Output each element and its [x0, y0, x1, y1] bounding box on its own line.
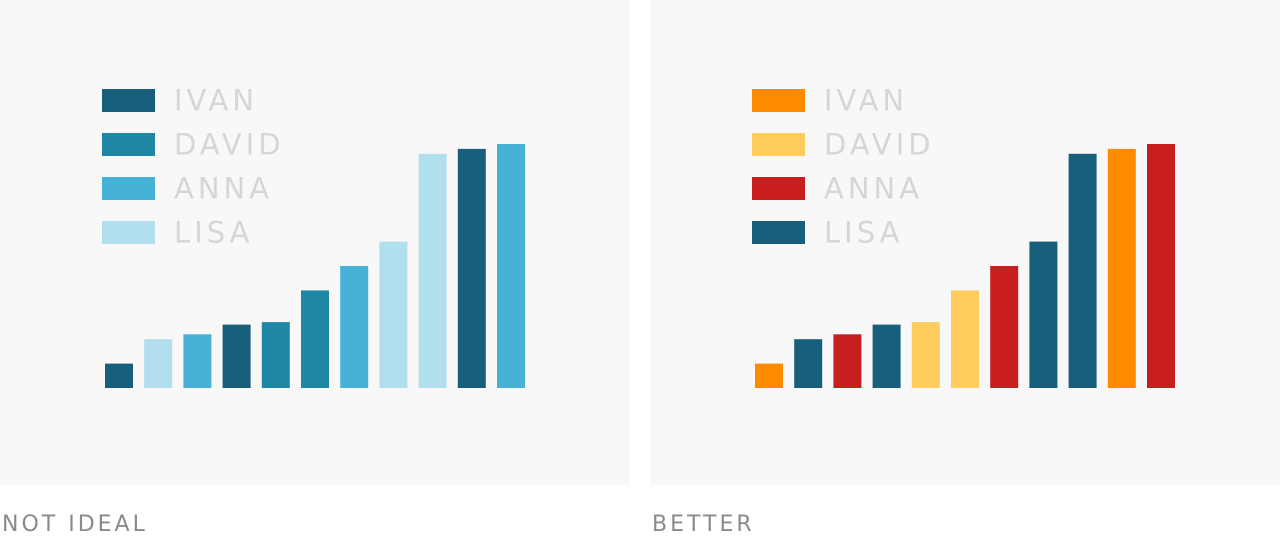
better-legend-label-david: DAVID — [824, 128, 935, 162]
not-ideal-bar-11 — [497, 144, 525, 388]
better-bar-6 — [951, 290, 979, 388]
caption-better: BETTER — [652, 512, 755, 537]
better-legend-swatch-lisa — [752, 221, 805, 244]
better-bar-3 — [833, 334, 862, 388]
not-ideal-legend-swatch-ivan — [102, 89, 155, 112]
better-legend-swatch-david — [752, 133, 805, 156]
not-ideal-legend-swatch-lisa — [102, 221, 155, 244]
better-legend-label-ivan: IVAN — [824, 84, 908, 118]
not-ideal-legend-label-anna: ANNA — [174, 172, 273, 206]
better-bar-5 — [911, 322, 940, 388]
not-ideal-bar-6 — [301, 290, 329, 388]
chart-svg-not-ideal: IVAN DAVID ANNA LISA — [102, 84, 525, 388]
not-ideal-bar-1 — [105, 363, 133, 388]
chart-panel-not-ideal: IVAN DAVID ANNA LISA — [0, 0, 630, 485]
not-ideal-bar-9 — [418, 153, 447, 388]
better-bar-11 — [1147, 144, 1175, 388]
better-bar-1 — [755, 363, 783, 388]
better-legend-label-lisa: LISA — [824, 216, 904, 250]
better-legend-swatch-ivan — [752, 89, 805, 112]
better-bar-2 — [794, 339, 823, 388]
chart-panel-better: IVAN DAVID ANNA LISA — [650, 0, 1280, 485]
not-ideal-bar-10 — [457, 148, 486, 388]
better-bar-8 — [1029, 241, 1058, 388]
caption-not-ideal: NOT IDEAL — [2, 512, 148, 537]
not-ideal-legend-swatch-david — [102, 133, 155, 156]
better-legend-swatch-anna — [752, 177, 805, 200]
better-bar-4 — [872, 324, 901, 388]
better-legend-label-anna: ANNA — [824, 172, 923, 206]
not-ideal-bar-3 — [183, 334, 212, 388]
chart-svg-better: IVAN DAVID ANNA LISA — [752, 84, 1175, 388]
not-ideal-bar-8 — [379, 241, 408, 388]
not-ideal-bar-2 — [144, 339, 173, 388]
not-ideal-bar-5 — [261, 322, 290, 388]
better-bar-10 — [1107, 148, 1136, 388]
better-bar-9 — [1068, 153, 1097, 388]
not-ideal-legend-label-lisa: LISA — [174, 216, 254, 250]
not-ideal-bar-4 — [222, 324, 251, 388]
not-ideal-bar-7 — [340, 266, 369, 388]
not-ideal-legend-label-ivan: IVAN — [174, 84, 258, 118]
not-ideal-legend-swatch-anna — [102, 177, 155, 200]
not-ideal-legend-label-david: DAVID — [174, 128, 285, 162]
better-bar-7 — [990, 266, 1019, 388]
